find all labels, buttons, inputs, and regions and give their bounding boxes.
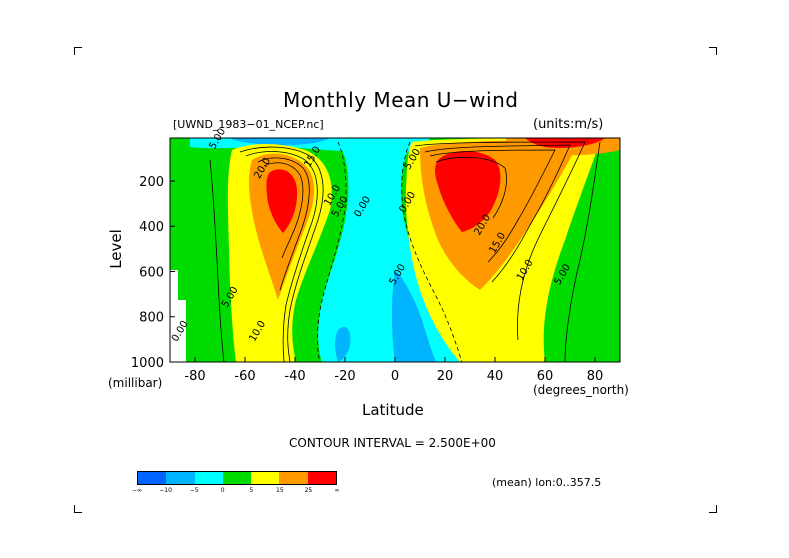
x-tick-label-8: 80 [587,369,604,384]
y-axis-title: Level [106,229,125,269]
dataset-label: [UWND_1983−01_NCEP.nc] [173,118,324,131]
colorbar-swatch-3 [222,472,252,484]
x-tick-label-6: 40 [487,369,504,384]
colorbar-label-2: −5 [189,487,199,494]
region-note: (mean) lon:0..357.5 [492,476,602,489]
contour-interval-label: CONTOUR INTERVAL = 2.500E+00 [289,436,496,450]
x-axis-title: Latitude [362,401,424,419]
band-neg-isolated [335,326,351,362]
band-neg-surface [391,270,436,362]
colorbar-swatch-6 [307,472,336,484]
x-tick-label-7: 60 [537,369,554,384]
units-label: (units:m/s) [533,117,604,132]
x-axis-unit: (degrees_north) [533,383,629,397]
colorbar-swatch-5 [279,472,308,484]
chart-title: Monthly Mean U−wind [283,88,519,112]
colorbar-label-4: 5 [249,487,254,494]
colorbar-swatch-0 [138,472,167,484]
y-tick-label-4: 1000 [131,356,164,371]
x-axis: -80 -60 -40 -20 0 20 40 60 80 [184,357,603,384]
corner-mark-top-right [709,47,717,55]
colorbar: −∞ −10 −5 0 5 15 25 ∞ [132,471,340,495]
north-jet-red [435,151,501,232]
corner-mark-top-left [74,47,82,55]
y-tick-label-3: 800 [139,311,164,326]
x-tick-label-0: -80 [184,369,205,384]
colorbar-swatch-1 [166,472,195,484]
missing-region [170,270,186,362]
colorbar-swatch-4 [251,472,280,484]
colorbar-label-7: ∞ [334,487,340,494]
corner-mark-bottom-left [74,505,82,513]
y-axis-unit: (millibar) [108,376,163,390]
y-axis: 200 400 600 800 1000 [131,175,175,371]
x-tick-label-3: -20 [334,369,355,384]
x-tick-label-2: -40 [284,369,305,384]
band-neg-top-dark [230,138,330,146]
x-tick-label-4: 0 [391,369,399,384]
colorbar-swatch-2 [194,472,223,484]
x-tick-label-1: -60 [234,369,255,384]
colorbar-label-5: 15 [276,487,284,494]
colorbar-label-3: 0 [220,487,225,494]
colorbar-label-1: −10 [159,487,172,494]
y-tick-label-1: 400 [139,220,164,235]
south-jet-red [266,169,298,233]
y-tick-label-0: 200 [139,175,164,190]
y-tick-label-2: 600 [139,265,164,280]
x-tick-label-5: 20 [437,369,454,384]
colorbar-label-0: −∞ [131,487,143,494]
colorbar-label-6: 25 [304,487,313,494]
corner-mark-bottom-right [709,505,717,513]
